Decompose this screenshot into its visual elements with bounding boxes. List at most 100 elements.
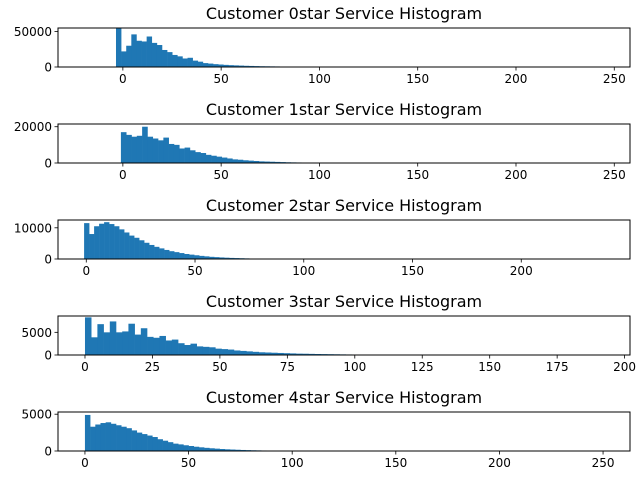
chart-title: Customer 0star Service Histogram [206,4,482,23]
histogram-bar [200,153,207,163]
histogram-bar [308,353,315,355]
subplot-0: Customer 0star Service Histogram 0 50 100 15… [14,4,631,86]
histogram-bar [174,252,180,259]
histogram-bar [214,448,220,451]
histogram-bar [105,422,112,451]
histogram-bar [233,350,241,355]
x-tick-label: 150 [384,456,407,470]
x-tick-label: 200 [505,72,528,86]
x-tick-label: 100 [292,264,315,278]
histogram-bar [264,161,270,163]
x-tick-label: 175 [546,360,569,374]
histogram-bar [140,328,148,355]
x-tick-label: 100 [308,168,331,182]
histogram-bar [151,42,158,67]
histogram-bar [232,159,238,163]
histogram-bar [84,223,90,259]
histogram-bar [237,159,244,163]
axes-frame [57,27,631,68]
histogram-bar [221,157,228,163]
histogram-bar [169,251,175,259]
histogram-bar [190,343,197,355]
x-tick-label: 0 [81,456,89,470]
histogram-bar [147,136,154,163]
histogram-bar [109,321,117,355]
histogram-bar [131,136,138,163]
histogram-bar [211,155,217,163]
histogram-bar [221,349,229,355]
y-tick-label: 0 [44,61,52,75]
x-tick-label: 0 [81,360,89,374]
subplot-2: Customer 2star Service Histogram 0 50 100 15… [14,196,631,278]
histogram-bar [128,323,135,355]
histogram-bar [179,148,185,163]
histogram-bar [159,248,165,259]
histogram-bar [161,49,168,67]
histogram-bar [124,232,130,259]
histogram-bar [271,352,278,355]
axes-frame [57,315,631,356]
x-tick-label: 50 [214,168,229,182]
histogram-bar [168,143,175,163]
y-tick-label: 0 [44,157,52,171]
histogram-bar [302,353,309,355]
histogram-bar [179,253,185,259]
x-tick-label: 100 [281,456,304,470]
x-tick-label: 200 [505,168,528,182]
y-tick-label: 20000 [14,120,52,134]
x-tick-label: 200 [488,456,511,470]
histogram-bar [177,56,183,67]
x-tick-label: 50 [181,456,196,470]
histogram-bar [213,64,219,67]
x-tick-label: 150 [406,168,429,182]
histogram-bar [198,447,205,451]
histogram-bar [258,161,265,163]
histogram-bar [121,51,127,67]
histogram-bar [207,63,214,67]
histogram-bar [188,446,195,451]
x-tick-label: 0 [82,264,90,278]
histogram-bar [84,317,92,355]
histogram-bar [116,425,122,451]
y-tick-label: 5000 [21,326,52,340]
histogram-bar [129,235,135,259]
histogram-bar [204,256,210,259]
histogram-bar [156,45,163,67]
histogram-bar [97,324,104,355]
histogram-bar [253,161,260,163]
histogram-bar [183,445,189,451]
subplot-1: Customer 1star Service Histogram 0 50 100 15… [14,100,631,182]
histogram-bar [152,138,159,163]
x-tick-label: 200 [613,360,636,374]
histogram-bar [159,335,166,355]
histogram-bar [100,423,106,451]
histogram-bar [295,353,303,355]
histogram-bar [215,348,222,355]
x-tick-label: 200 [510,264,533,278]
histogram-bar [134,334,142,355]
histogram-bar [209,448,215,451]
histogram-bar [228,65,234,67]
y-tick-label: 5000 [21,408,52,422]
histogram-bar [178,343,185,355]
x-tick-label: 250 [592,456,615,470]
histogram-bar [115,28,122,67]
histogram-bar [248,160,254,163]
histogram-bar [277,352,284,355]
y-tick-label: 0 [44,349,52,363]
histogram-bar [121,426,127,451]
histogram-bar [109,224,115,259]
histogram-bar [173,144,180,163]
histogram-bar [182,58,188,67]
histogram-bar [252,351,260,355]
histogram-bar [152,437,158,451]
histogram-bar [104,222,110,259]
histogram-bar [164,249,170,259]
histogram-bar [184,345,191,355]
histogram-bar [223,64,229,67]
histogram-bar [233,65,239,67]
histogram-bar [136,40,142,67]
histogram-bar [224,257,230,259]
histogram-bar [189,150,196,163]
